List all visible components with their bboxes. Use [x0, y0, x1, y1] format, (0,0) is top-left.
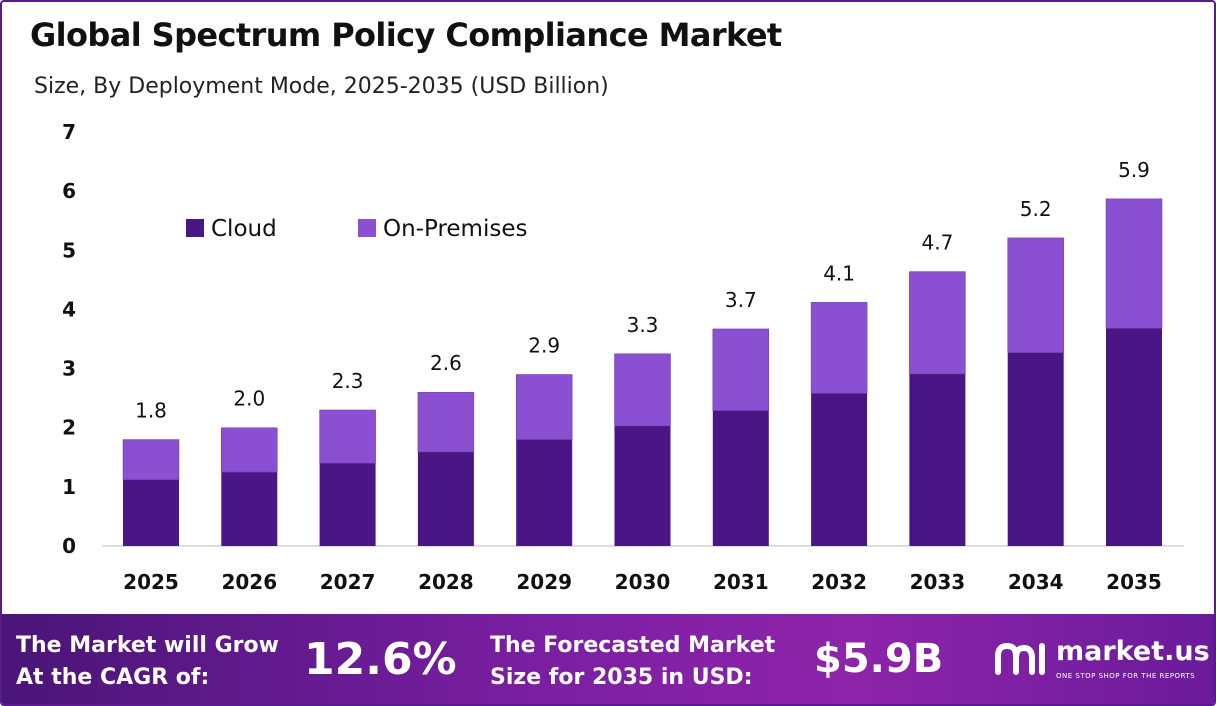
cagr-value: 12.6%: [304, 634, 457, 685]
brand-logo[interactable]: market.us ONE STOP SHOP FOR THE REPORTS: [994, 634, 1214, 690]
x-tick-label: 2035: [1106, 570, 1162, 594]
bar-segment-on-premises: [810, 302, 868, 394]
cagr-label: The Market will Grow At the CAGR of:: [16, 630, 279, 694]
bar-segment-on-premises: [319, 409, 376, 464]
bar-segment-cloud: [516, 439, 573, 546]
brand-tagline: ONE STOP SHOP FOR THE REPORTS: [1056, 672, 1196, 680]
y-tick-label: 5: [62, 238, 76, 262]
bar-segment-cloud: [614, 425, 671, 546]
brand-name: market.us: [1056, 636, 1210, 667]
y-tick-label: 3: [62, 357, 76, 381]
forecast-label-line2: Size for 2035 in USD:: [490, 665, 753, 690]
x-tick-label: 2033: [910, 570, 966, 594]
bar-segment-on-premises: [614, 353, 671, 427]
bar-total-label: 5.9: [1118, 158, 1150, 182]
forecast-value: $5.9B: [814, 636, 944, 682]
bar-total-label: 2.0: [233, 387, 265, 411]
bar-total-label: 2.9: [528, 333, 560, 357]
bar-segment-on-premises: [1105, 198, 1163, 329]
bar-segment-cloud: [712, 410, 769, 546]
bar-segment-on-premises: [712, 328, 770, 411]
x-tick-label: 2027: [320, 570, 376, 594]
bar-total-label: 3.7: [725, 288, 757, 312]
bar-segment-cloud: [1106, 328, 1162, 546]
bar-total-label: 1.8: [135, 399, 167, 423]
bar-segment-cloud: [1007, 352, 1064, 546]
bar-segment-cloud: [417, 451, 474, 546]
bar-segment-on-premises: [909, 271, 966, 375]
chart-subtitle: Size, By Deployment Mode, 2025-2035 (USD…: [34, 74, 609, 99]
market-us-logo-icon: [995, 642, 1045, 675]
bar-segment-on-premises: [515, 374, 573, 440]
y-tick-label: 7: [62, 120, 76, 144]
cagr-label-line2: At the CAGR of:: [16, 665, 210, 690]
legend-label-cloud: Cloud: [211, 216, 277, 242]
y-tick-label: 4: [62, 297, 76, 321]
footer-banner: The Market will Grow At the CAGR of: 12.…: [2, 614, 1214, 704]
x-tick-label: 2030: [615, 570, 671, 594]
x-tick-label: 2025: [123, 570, 179, 594]
bar-segment-on-premises: [122, 439, 180, 481]
legend-swatch-cloud: [186, 219, 204, 237]
bar-segment-cloud: [811, 393, 868, 546]
x-tick-label: 2026: [221, 570, 277, 594]
y-tick-label: 1: [62, 475, 76, 499]
x-tick-label: 2029: [516, 570, 572, 594]
x-tick-label: 2034: [1008, 570, 1064, 594]
cagr-label-line1: The Market will Grow: [16, 633, 279, 658]
bar-segment-on-premises: [221, 427, 278, 473]
chart-title: Global Spectrum Policy Compliance Market: [30, 16, 782, 54]
forecast-label: The Forecasted Market Size for 2035 in U…: [490, 630, 775, 694]
legend-swatch-on-premises: [358, 219, 376, 237]
bar-segment-cloud: [221, 472, 278, 546]
y-tick-label: 2: [62, 416, 76, 440]
x-tick-label: 2031: [713, 570, 769, 594]
bar-segment-cloud: [319, 463, 376, 546]
x-tick-label: 2032: [811, 570, 867, 594]
bar-total-label: 5.2: [1020, 197, 1052, 221]
bar-segment-cloud: [909, 373, 966, 546]
bar-segment-cloud: [123, 479, 179, 546]
y-tick-label: 0: [62, 534, 76, 558]
bar-total-label: 3.3: [627, 313, 659, 337]
y-tick-label: 6: [62, 179, 76, 203]
legend-label-on-premises: On-Premises: [383, 216, 527, 242]
bar-total-label: 4.7: [921, 231, 953, 255]
bar-total-label: 2.3: [332, 369, 364, 393]
forecast-label-line1: The Forecasted Market: [490, 633, 776, 658]
bar-segment-on-premises: [1007, 237, 1064, 353]
bar-segment-on-premises: [417, 391, 475, 453]
bar-total-label: 2.6: [430, 351, 462, 375]
x-tick-label: 2028: [418, 570, 474, 594]
bar-total-label: 4.1: [823, 261, 855, 285]
stacked-bar-chart: 0 1 2 3 4 5 6 7 1.8 2025 2.0 2026 2.3 2027 2.6 2028 2.9 2…: [62, 120, 1184, 594]
